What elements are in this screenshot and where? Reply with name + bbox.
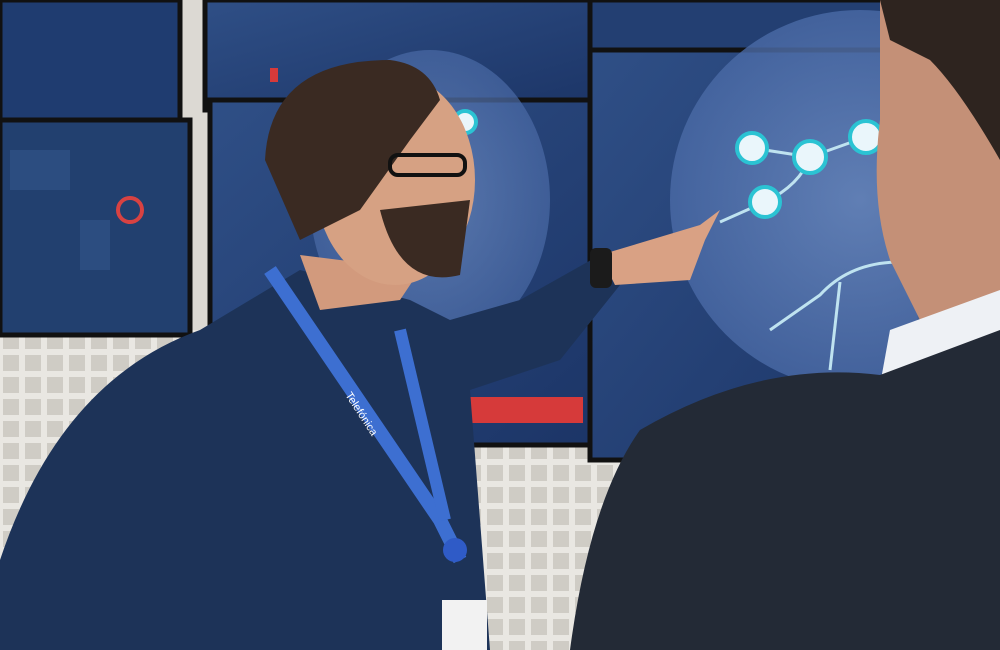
- presenter: Telefónica: [0, 60, 720, 650]
- left-screens: [0, 0, 193, 338]
- viewer: [570, 0, 1000, 650]
